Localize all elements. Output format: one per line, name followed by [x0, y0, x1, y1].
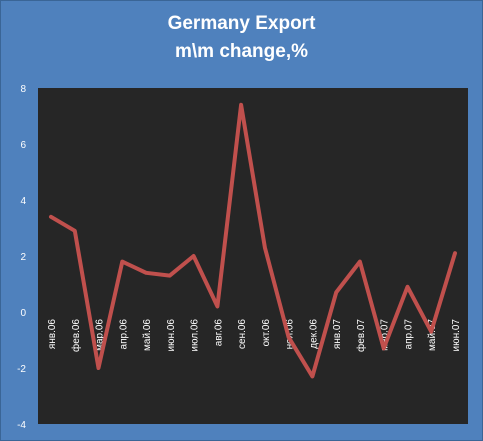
x-tick-label: янв.06 — [47, 319, 58, 350]
series-line — [49, 102, 457, 379]
x-axis-ticks: янв.06 фев.06 мар.06 апр.06 май.06 июн.06 июл.… — [47, 319, 462, 352]
x-tick-label: окт.06 — [261, 319, 272, 347]
y-axis-ticks: -4 -2 0 2 4 6 8 — [17, 84, 26, 431]
y-tick-label: 4 — [20, 196, 26, 207]
chart-title: Germany Export m\m change,% — [0, 10, 483, 66]
x-tick-label: июн.07 — [451, 319, 462, 352]
x-tick-label: фев.06 — [70, 319, 82, 352]
y-tick-label: 6 — [20, 140, 26, 151]
y-tick-label: 2 — [20, 252, 26, 263]
x-tick-label: дек.06 — [308, 319, 319, 349]
x-tick-label: май.06 — [142, 319, 153, 351]
x-tick-label: фев.07 — [355, 319, 367, 352]
x-tick-label: янв.07 — [332, 319, 343, 350]
chart-title-line2: m\m change,% — [174, 41, 309, 62]
y-tick-label: 0 — [20, 308, 26, 319]
y-tick-label: -2 — [17, 364, 26, 375]
x-tick-label: апр.06 — [118, 319, 129, 350]
x-tick-label: июн.06 — [166, 319, 177, 352]
x-tick-label: сен.06 — [237, 319, 248, 349]
x-tick-label: май.07 — [427, 319, 438, 351]
x-tick-label: ноя.06 — [285, 319, 296, 350]
y-tick-label: 8 — [20, 84, 26, 95]
x-tick-label: авг.06 — [213, 319, 224, 347]
x-tick-label: апр.07 — [403, 319, 414, 350]
y-tick-label: -4 — [17, 420, 26, 431]
x-tick-label: июл.06 — [190, 319, 201, 352]
chart-title-line1: Germany Export — [167, 13, 316, 34]
x-tick-label: мар.07 — [380, 319, 391, 351]
plot-area — [38, 88, 468, 424]
x-tick-label: мар.06 — [95, 319, 106, 351]
